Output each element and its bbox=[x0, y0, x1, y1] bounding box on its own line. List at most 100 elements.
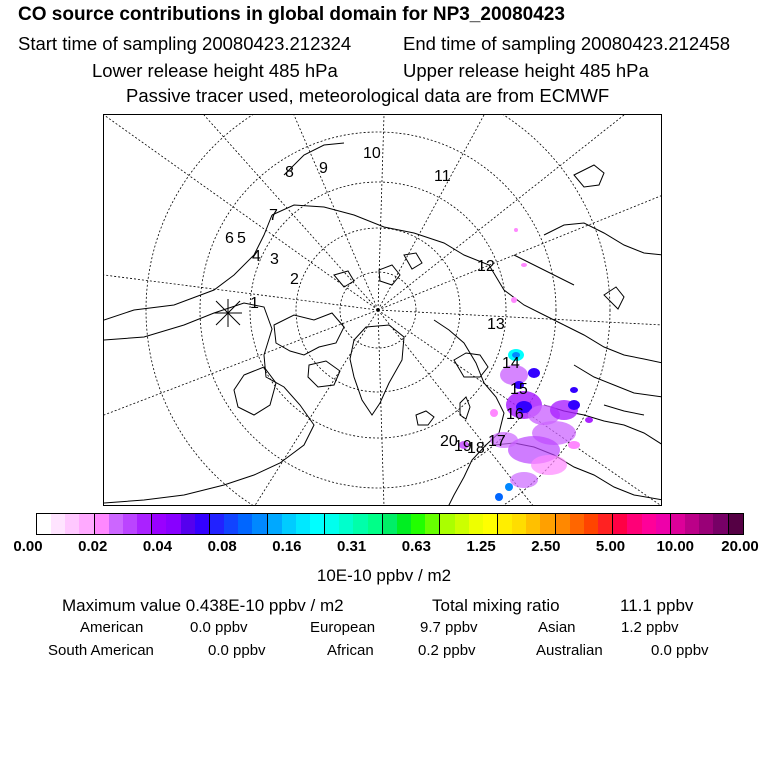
colorbar-segment bbox=[396, 514, 412, 534]
colorbar-segment bbox=[612, 514, 628, 534]
trajectory-label-4: 4 bbox=[252, 248, 261, 265]
colorbar bbox=[36, 513, 744, 535]
trajectory-label-6: 6 bbox=[225, 230, 234, 247]
colorbar-segment bbox=[685, 514, 700, 534]
colorbar-segment bbox=[655, 514, 670, 534]
colorbar-tick-label: 0.08 bbox=[207, 538, 237, 555]
colorbar-segment bbox=[324, 514, 340, 534]
colorbar-segment bbox=[482, 514, 497, 534]
colorbar-segment bbox=[367, 514, 382, 534]
x-marker bbox=[214, 299, 242, 327]
colorbar-tick-labels: 0.00 0.02 0.04 0.08 0.16 0.31 0.63 1.25 2.50 5.00… bbox=[0, 538, 768, 558]
trajectory-label-17: 17 bbox=[488, 433, 506, 450]
colorbar-segment bbox=[454, 514, 469, 534]
colorbar-tick-label: 0.02 bbox=[78, 538, 108, 555]
region-value-american: 0.0 ppbv bbox=[190, 619, 248, 636]
region-value-african: 0.2 ppbv bbox=[418, 642, 476, 659]
end-time-label: End time of sampling 20080423.212458 bbox=[403, 33, 731, 54]
trajectory-label-10: 10 bbox=[363, 145, 381, 162]
colorbar-segment bbox=[583, 514, 599, 534]
trajectory-label-2: 2 bbox=[290, 271, 299, 288]
colorbar-segment bbox=[554, 514, 570, 534]
colorbar-tick-label: 0.04 bbox=[142, 538, 173, 555]
colorbar-tick-label: 1.25 bbox=[466, 538, 496, 555]
colorbar-segment bbox=[180, 514, 195, 534]
colorbar-segment bbox=[281, 514, 296, 534]
colorbar-tick-label: 2.50 bbox=[531, 538, 561, 555]
colorbar-segment bbox=[569, 514, 584, 534]
region-name-australian: Australian bbox=[536, 642, 603, 659]
lower-height-label: Lower release height 485 hPa bbox=[92, 60, 338, 81]
colorbar-segment bbox=[339, 514, 354, 534]
region-name-asian: Asian bbox=[538, 619, 576, 636]
colorbar-tick-label: 5.00 bbox=[595, 538, 626, 555]
colorbar-segment bbox=[108, 514, 123, 534]
colorbar-segment bbox=[252, 514, 267, 534]
trajectory-label-15: 15 bbox=[510, 381, 528, 398]
colorbar-segment bbox=[65, 514, 80, 534]
latitude-circles bbox=[145, 115, 611, 505]
polar-map: 1 2 3 4 5 6 7 8 9 10 11 12 13 14 15 16 1… bbox=[104, 115, 661, 505]
concentration-plume bbox=[459, 228, 593, 501]
colorbar-segment bbox=[93, 514, 109, 534]
colorbar-unit-label: 10E-10 ppbv / m2 bbox=[316, 566, 452, 585]
trajectory-label-13: 13 bbox=[487, 316, 505, 333]
colorbar-tick-label: 0.31 bbox=[337, 538, 367, 555]
start-time-label: Start time of sampling 20080423.212324 bbox=[18, 33, 352, 54]
colorbar-segment bbox=[526, 514, 541, 534]
colorbar-segment bbox=[194, 514, 209, 534]
colorbar-segment bbox=[51, 514, 66, 534]
colorbar-segment bbox=[238, 514, 253, 534]
colorbar-segment bbox=[727, 514, 743, 534]
trajectory-label-8: 8 bbox=[285, 164, 294, 181]
region-name-african: African bbox=[327, 642, 374, 659]
colorbar-segment bbox=[439, 514, 455, 534]
colorbar-tick-label: 10.00 bbox=[656, 538, 695, 555]
colorbar-segment bbox=[309, 514, 325, 534]
colorbar-segment bbox=[641, 514, 656, 534]
region-name-south-american: South American bbox=[48, 642, 154, 659]
trajectory-label-19: 19 bbox=[454, 438, 472, 455]
trajectory-label-14: 14 bbox=[502, 355, 520, 372]
colorbar-segment bbox=[627, 514, 642, 534]
colorbar-segment bbox=[122, 514, 138, 534]
trajectory-label-18: 18 bbox=[467, 440, 485, 457]
colorbar-segment bbox=[425, 514, 440, 534]
colorbar-segment bbox=[411, 514, 426, 534]
region-value-australian: 0.0 ppbv bbox=[651, 642, 709, 659]
colorbar-segment bbox=[353, 514, 368, 534]
meridians bbox=[104, 115, 661, 505]
coastlines bbox=[104, 142, 661, 505]
colorbar-segment bbox=[669, 514, 686, 534]
colorbar-segment bbox=[699, 514, 714, 534]
region-value-european: 9.7 ppbv bbox=[420, 619, 478, 636]
region-value-asian: 1.2 ppbv bbox=[621, 619, 679, 636]
tracer-note: Passive tracer used, meteorological data… bbox=[126, 85, 610, 106]
trajectory-label-3: 3 bbox=[270, 251, 279, 268]
trajectory-label-5: 5 bbox=[237, 230, 246, 247]
colorbar-segment bbox=[713, 514, 728, 534]
trajectory-label-16: 16 bbox=[506, 406, 524, 423]
colorbar-segment bbox=[37, 514, 52, 534]
trajectory-label-11: 11 bbox=[434, 168, 451, 185]
total-mixing-label: Total mixing ratio bbox=[432, 596, 560, 615]
region-name-american: American bbox=[80, 619, 144, 636]
colorbar-tick-label: 0.16 bbox=[272, 538, 302, 555]
trajectory-labels: 1 2 3 4 5 6 7 8 9 10 11 12 13 14 15 16 1… bbox=[225, 145, 528, 457]
colorbar-tick-label: 0.00 bbox=[13, 538, 43, 555]
colorbar-segment bbox=[166, 514, 181, 534]
upper-height-label: Upper release height 485 hPa bbox=[403, 60, 649, 81]
trajectory-label-1: 1 bbox=[250, 295, 259, 312]
colorbar-segment bbox=[137, 514, 152, 534]
map-panel: 1 2 3 4 5 6 7 8 9 10 11 12 13 14 15 16 1… bbox=[103, 114, 662, 506]
colorbar-segment bbox=[540, 514, 555, 534]
colorbar-segment bbox=[295, 514, 310, 534]
trajectory-label-7: 7 bbox=[269, 207, 278, 224]
region-value-south-american: 0.0 ppbv bbox=[208, 642, 266, 659]
colorbar-segment bbox=[79, 514, 94, 534]
colorbar-segment bbox=[208, 514, 225, 534]
colorbar-segment bbox=[468, 514, 483, 534]
colorbar-segment bbox=[497, 514, 513, 534]
colorbar-tick-label: 0.63 bbox=[401, 538, 431, 555]
colorbar-tick-label: 20.00 bbox=[721, 538, 759, 555]
